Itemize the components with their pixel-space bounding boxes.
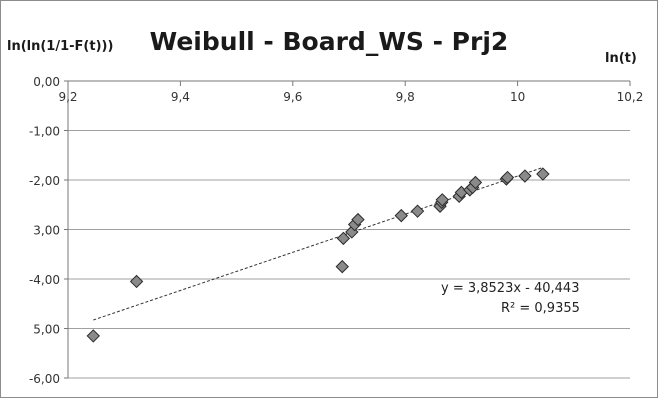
trendline-r2: R² = 0,9355	[501, 301, 580, 316]
y-tick-label: -1,00	[29, 125, 60, 139]
y-tick-label: -4,00	[29, 273, 60, 287]
y-tick-label: 5,00	[33, 323, 60, 337]
x-tick-label: 9,6	[283, 90, 302, 104]
data-point	[536, 167, 550, 181]
data-point	[435, 193, 449, 207]
x-tick-label: 10,2	[617, 90, 644, 104]
data-point	[336, 231, 351, 246]
x-tick-label: 9,8	[396, 90, 415, 104]
data-point	[129, 274, 144, 289]
x-tick-label: 9,4	[171, 90, 190, 104]
data-point	[351, 212, 365, 227]
data-point	[468, 175, 483, 190]
data-point	[335, 259, 349, 274]
data-point	[500, 170, 515, 185]
x-tick-label: 10	[510, 90, 525, 104]
y-tick-label: 0,00	[33, 75, 60, 89]
chart-title: Weibull - Board_WS - Prj2	[149, 27, 509, 56]
x-axis-label: ln(t)	[605, 51, 637, 66]
y-tick-label: -6,00	[29, 372, 60, 386]
data-point	[86, 329, 100, 343]
data-point	[394, 208, 408, 223]
data-point	[410, 204, 425, 218]
data-point	[518, 169, 532, 183]
trendline-equation: y = 3,8523x - 40,443	[441, 281, 580, 296]
y-tick-label: 3,00	[33, 224, 60, 238]
y-tick-label: -2,00	[29, 174, 60, 188]
x-tick-label: 9,2	[58, 90, 77, 104]
y-axis-label: ln(ln(1/1-F(t)))	[7, 39, 114, 54]
